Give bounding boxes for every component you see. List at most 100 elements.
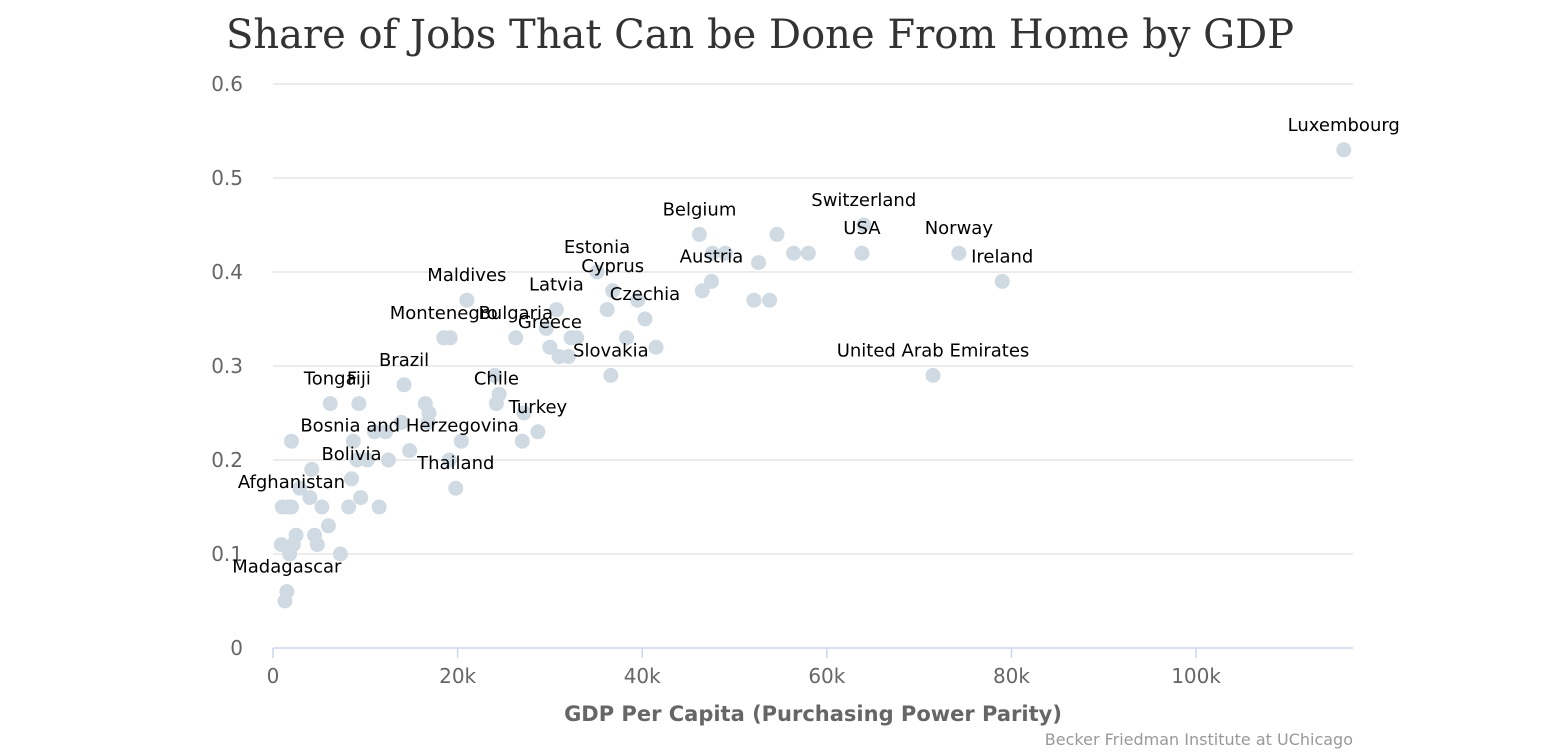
y-tick-label: 0.5 xyxy=(211,166,243,190)
data-point[interactable] xyxy=(353,490,369,506)
chart-title: Share of Jobs That Can be Done From Home… xyxy=(226,12,1294,58)
data-point[interactable] xyxy=(951,245,967,261)
data-point[interactable] xyxy=(320,518,336,534)
data-point[interactable] xyxy=(281,499,297,515)
data-point[interactable] xyxy=(420,414,436,430)
x-tick-label: 0 xyxy=(267,664,280,688)
data-label: USA xyxy=(843,218,881,239)
data-point[interactable] xyxy=(516,405,532,421)
data-point[interactable] xyxy=(630,292,646,308)
data-point[interactable] xyxy=(538,320,554,336)
data-label: Ireland xyxy=(971,246,1033,267)
data-label: Madagascar xyxy=(232,557,342,578)
data-point[interactable] xyxy=(442,330,458,346)
data-point[interactable] xyxy=(746,292,762,308)
chart-credit: Becker Friedman Institute at UChicago xyxy=(1045,730,1353,749)
x-tick-label: 60k xyxy=(808,664,845,688)
data-point[interactable] xyxy=(304,461,320,477)
data-point[interactable] xyxy=(402,443,418,459)
data-point[interactable] xyxy=(1336,142,1352,158)
data-point[interactable] xyxy=(560,349,576,365)
data-point[interactable] xyxy=(599,302,615,318)
data-point[interactable] xyxy=(343,471,359,487)
data-point[interactable] xyxy=(530,424,546,440)
data-point[interactable] xyxy=(448,480,464,496)
data-point[interactable] xyxy=(380,452,396,468)
data-label: United Arab Emirates xyxy=(837,340,1030,361)
data-point[interactable] xyxy=(769,226,785,242)
data-label: Chile xyxy=(474,369,519,390)
data-label: Luxembourg xyxy=(1288,115,1400,136)
data-point[interactable] xyxy=(925,367,941,383)
data-point[interactable] xyxy=(322,396,338,412)
data-label: Greece xyxy=(518,312,582,333)
data-point[interactable] xyxy=(396,377,412,393)
data-label: Maldives xyxy=(427,265,506,286)
data-point[interactable] xyxy=(762,292,778,308)
data-point[interactable] xyxy=(569,330,585,346)
x-tick-label: 100k xyxy=(1171,664,1221,688)
data-point[interactable] xyxy=(282,546,298,562)
data-point[interactable] xyxy=(332,546,348,562)
data-point[interactable] xyxy=(345,433,361,449)
data-point[interactable] xyxy=(603,367,619,383)
data-point[interactable] xyxy=(514,433,530,449)
data-label: Belgium xyxy=(663,199,737,220)
data-point[interactable] xyxy=(800,245,816,261)
data-point[interactable] xyxy=(367,424,383,440)
data-point[interactable] xyxy=(694,283,710,299)
data-point[interactable] xyxy=(459,292,475,308)
data-label: Bulgaria xyxy=(478,303,553,324)
data-point[interactable] xyxy=(994,273,1010,289)
data-label: Estonia xyxy=(564,237,630,258)
x-tick-label: 40k xyxy=(624,664,661,688)
data-point[interactable] xyxy=(441,452,457,468)
y-tick-label: 0.3 xyxy=(211,354,243,378)
data-point[interactable] xyxy=(751,255,767,271)
data-labels: Luxembourg Switzerland USA Norway Ireland Uni… xyxy=(232,115,1400,578)
y-tick-label: 0.4 xyxy=(211,260,243,284)
data-point[interactable] xyxy=(341,499,357,515)
data-point[interactable] xyxy=(605,283,621,299)
data-point[interactable] xyxy=(589,264,605,280)
data-point[interactable] xyxy=(704,245,720,261)
data-point[interactable] xyxy=(856,217,872,233)
data-point[interactable] xyxy=(351,396,367,412)
data-label: Tonga xyxy=(303,369,357,390)
y-tick-label: 0.6 xyxy=(211,72,243,96)
data-point[interactable] xyxy=(854,245,870,261)
x-tick-label: 20k xyxy=(439,664,476,688)
data-point[interactable] xyxy=(302,490,318,506)
data-label: Afghanistan xyxy=(238,472,345,493)
data-point[interactable] xyxy=(542,339,558,355)
axes: 0 0.1 0.2 0.3 0.4 0.5 0.6 0 20k 40k 60k 80k 100k xyxy=(211,72,1353,688)
data-point[interactable] xyxy=(314,499,330,515)
data-point[interactable] xyxy=(637,311,653,327)
data-label: Cyprus xyxy=(581,256,644,277)
data-point[interactable] xyxy=(378,424,394,440)
data-point[interactable] xyxy=(277,593,293,609)
data-points xyxy=(273,142,1352,609)
data-label: Montenegro xyxy=(390,303,498,324)
data-point[interactable] xyxy=(371,499,387,515)
data-point[interactable] xyxy=(548,302,564,318)
data-point[interactable] xyxy=(619,330,635,346)
data-point[interactable] xyxy=(393,414,409,430)
data-point[interactable] xyxy=(703,273,719,289)
data-label: Slovakia xyxy=(573,340,649,361)
data-point[interactable] xyxy=(786,245,802,261)
data-point[interactable] xyxy=(691,226,707,242)
data-label: Turkey xyxy=(508,397,568,418)
data-point[interactable] xyxy=(453,433,469,449)
data-point[interactable] xyxy=(508,330,524,346)
data-point[interactable] xyxy=(359,452,375,468)
data-label: Fiji xyxy=(347,369,371,390)
data-point[interactable] xyxy=(283,433,299,449)
data-point[interactable] xyxy=(487,367,503,383)
x-tick-label: 80k xyxy=(993,664,1030,688)
data-point[interactable] xyxy=(648,339,664,355)
data-point[interactable] xyxy=(717,245,733,261)
data-point[interactable] xyxy=(292,480,308,496)
data-point[interactable] xyxy=(491,386,507,402)
data-point[interactable] xyxy=(309,537,325,553)
